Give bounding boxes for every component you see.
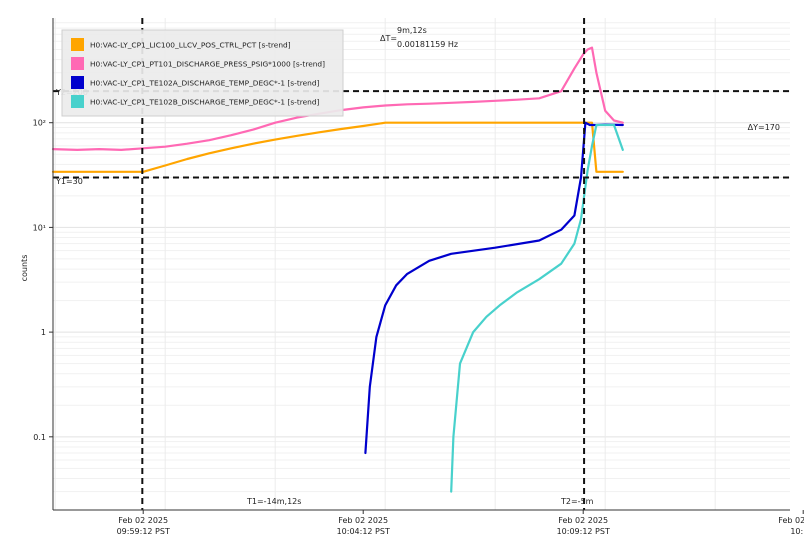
- y-tick-label: 10²: [33, 119, 46, 128]
- series-line-4: [450, 123, 624, 493]
- delta-t-frequency: 0.00181159 Hz: [397, 40, 458, 49]
- series-line-2: [51, 46, 624, 151]
- t1-marker-label: T1=-14m,12s: [246, 497, 301, 506]
- y1-marker-label: Y1=30: [55, 177, 83, 186]
- grid-lines: [53, 18, 790, 511]
- x-tick-date: Feb 02 2025: [118, 516, 168, 525]
- x-tick-time: 10:04:12 PST: [337, 527, 390, 536]
- series-line-1: [51, 121, 624, 173]
- t2-marker-label: T2=-5m: [560, 497, 594, 506]
- legend-label: H0:VAC-LY_CP1_PT101_DISCHARGE_PRESS_PSIG…: [90, 60, 325, 69]
- legend-swatch-blue: [71, 76, 84, 89]
- y-axis-title: counts: [20, 255, 29, 282]
- y-tick-label: 0.1: [33, 433, 46, 442]
- series-layer: [51, 46, 624, 493]
- legend-swatch-pink: [71, 57, 84, 70]
- legend: H0:VAC-LY_CP1_LIC100_LLCV_POS_CTRL_PCT […: [61, 29, 344, 117]
- delta-y-label: ΔY=170: [748, 123, 780, 132]
- x-tick-date: Feb 02 2025: [778, 516, 804, 525]
- legend-swatch-turquoise: [71, 95, 84, 108]
- axes: 0.1 1 10¹ 10² Feb 02 2025 09:59:12 PST Feb 02 …: [33, 18, 804, 536]
- legend-label: H0:VAC-LY_CP1_LIC100_LLCV_POS_CTRL_PCT […: [90, 41, 291, 50]
- series-line-3: [364, 121, 624, 455]
- legend-label: H0:VAC-LY_CP1_TE102B_DISCHARGE_TEMP_DEGC…: [90, 98, 320, 107]
- delta-t-symbol: ΔT=: [380, 34, 397, 43]
- x-tick-date: Feb 02 2025: [338, 516, 388, 525]
- delta-t-duration: 9m,12s: [397, 26, 427, 35]
- x-tick-time: 10:14:: [790, 527, 804, 536]
- x-tick-time: 10:09:12 PST: [557, 527, 610, 536]
- x-tick-time: 09:59:12 PST: [117, 527, 170, 536]
- legend-label: H0:VAC-LY_CP1_TE102A_DISCHARGE_TEMP_DEGC…: [90, 79, 320, 88]
- legend-swatch-orange: [71, 38, 84, 51]
- y-tick-label: 10¹: [33, 223, 46, 232]
- y-tick-label: 1: [41, 328, 46, 337]
- legend-box: [61, 29, 344, 117]
- x-tick-date: Feb 02 2025: [558, 516, 608, 525]
